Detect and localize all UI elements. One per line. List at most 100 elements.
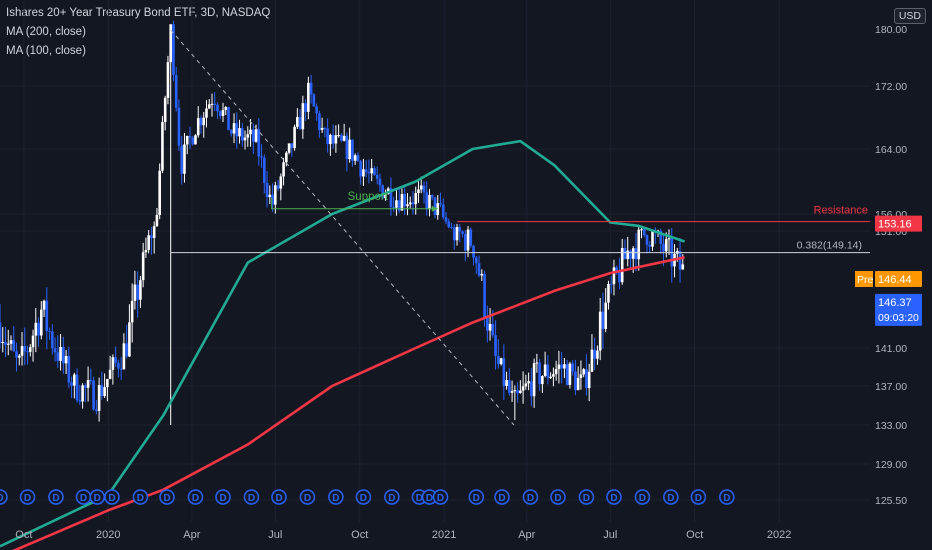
candle-body-12[interactable] <box>31 335 35 348</box>
candle-body-232[interactable] <box>637 229 641 260</box>
candle-body-24[interactable] <box>64 355 68 364</box>
candle-body-56[interactable] <box>152 226 156 239</box>
candle-body-171[interactable] <box>469 229 473 246</box>
candle-body-20[interactable] <box>53 348 57 353</box>
candle-body-215[interactable] <box>590 349 594 372</box>
candle-body-42[interactable] <box>114 357 117 363</box>
candle-body-199[interactable] <box>546 364 550 378</box>
candle-body-233[interactable] <box>640 229 643 231</box>
candle-body-112[interactable] <box>307 82 310 112</box>
candle-body-161[interactable] <box>441 204 445 218</box>
candle-body-146[interactable] <box>400 194 404 211</box>
candle-body-216[interactable] <box>593 349 596 359</box>
candle-body-168[interactable] <box>461 231 464 234</box>
candle-body-0[interactable] <box>0 322 2 343</box>
candle-body-69[interactable] <box>188 135 192 138</box>
dividend-marker-12[interactable] <box>299 489 316 505</box>
candle-body-43[interactable] <box>117 362 120 369</box>
candle-body-189[interactable] <box>519 390 522 394</box>
candle-body-217[interactable] <box>596 350 599 359</box>
candle-body-10[interactable] <box>26 351 29 353</box>
candle-body-91[interactable] <box>249 129 252 135</box>
dividend-marker-2[interactable] <box>48 489 64 505</box>
candle-body-65[interactable] <box>177 107 181 146</box>
candle-body-242[interactable] <box>664 239 668 252</box>
candle-body-7[interactable] <box>17 355 21 358</box>
candle-body-234[interactable] <box>642 229 646 236</box>
candle-body-125[interactable] <box>342 135 346 141</box>
candle-body-13[interactable] <box>34 322 38 336</box>
candle-body-144[interactable] <box>395 200 398 208</box>
candle-body-94[interactable] <box>257 129 261 157</box>
dividend-marker-6[interactable] <box>132 489 149 505</box>
candle-body-190[interactable] <box>521 386 525 391</box>
candle-body-52[interactable] <box>141 252 145 281</box>
candle-body-153[interactable] <box>419 185 423 190</box>
candle-body-179[interactable] <box>491 323 495 336</box>
candle-body-139[interactable] <box>381 185 384 199</box>
candle-body-98[interactable] <box>268 194 272 198</box>
candle-body-184[interactable] <box>505 380 508 386</box>
candle-body-150[interactable] <box>411 202 415 205</box>
candle-body-210[interactable] <box>576 377 580 391</box>
candle-body-208[interactable] <box>571 363 574 372</box>
candle-body-121[interactable] <box>331 134 335 144</box>
candle-body-104[interactable] <box>285 152 288 163</box>
candle-body-192[interactable] <box>527 381 530 384</box>
candle-body-223[interactable] <box>612 267 616 285</box>
candle-body-113[interactable] <box>309 82 313 95</box>
candle-body-178[interactable] <box>488 323 492 331</box>
candle-body-14[interactable] <box>37 322 40 336</box>
candle-body-74[interactable] <box>202 117 206 126</box>
candle-body-17[interactable] <box>45 300 49 332</box>
dividend-marker-24[interactable] <box>606 489 622 505</box>
candle-body-86[interactable] <box>235 123 239 137</box>
candle-body-101[interactable] <box>276 185 280 189</box>
candle-body-127[interactable] <box>348 139 351 160</box>
candle-body-72[interactable] <box>196 118 200 136</box>
candle-body-183[interactable] <box>502 358 506 386</box>
dividend-marker-9[interactable] <box>215 489 231 505</box>
ma-200-line[interactable] <box>0 256 685 550</box>
candle-body-82[interactable] <box>224 107 228 110</box>
dividend-marker-10[interactable] <box>243 489 260 505</box>
candle-body-164[interactable] <box>450 227 453 229</box>
candle-body-33[interactable] <box>89 379 93 381</box>
candle-body-169[interactable] <box>463 233 467 251</box>
candle-body-156[interactable] <box>428 194 431 210</box>
candle-body-26[interactable] <box>70 382 73 386</box>
candle-body-38[interactable] <box>103 387 106 397</box>
candle-body-200[interactable] <box>549 376 552 378</box>
candle-body-8[interactable] <box>20 346 24 356</box>
candle-body-136[interactable] <box>373 168 376 175</box>
candle-body-185[interactable] <box>508 380 511 393</box>
candle-body-157[interactable] <box>430 194 434 198</box>
candle-body-130[interactable] <box>356 155 360 162</box>
candle-body-30[interactable] <box>81 385 84 402</box>
ma-100-line[interactable] <box>0 139 686 548</box>
dividend-marker-21[interactable] <box>522 489 539 505</box>
candle-body-160[interactable] <box>439 203 442 205</box>
candle-body-163[interactable] <box>447 221 451 228</box>
candle-body-118[interactable] <box>323 127 327 129</box>
candle-body-84[interactable] <box>229 130 233 134</box>
candle-body-110[interactable] <box>301 103 305 130</box>
candle-body-47[interactable] <box>128 322 131 357</box>
candle-body-198[interactable] <box>543 364 547 377</box>
candle-body-100[interactable] <box>274 185 277 205</box>
candle-body-170[interactable] <box>466 229 470 251</box>
candle-body-248[interactable] <box>681 264 685 270</box>
candle-body-66[interactable] <box>180 145 184 174</box>
candle-body-158[interactable] <box>433 197 437 216</box>
candle-body-11[interactable] <box>28 347 32 352</box>
candle-body-147[interactable] <box>403 194 407 207</box>
candle-body-247[interactable] <box>678 250 682 270</box>
candle-body-53[interactable] <box>144 250 148 253</box>
candle-body-176[interactable] <box>483 273 486 318</box>
dividend-marker-5[interactable] <box>104 489 120 505</box>
candle-body-105[interactable] <box>287 143 291 153</box>
candle-body-51[interactable] <box>139 280 142 300</box>
candle-body-83[interactable] <box>227 107 230 131</box>
candle-body-151[interactable] <box>414 193 418 205</box>
candle-body-93[interactable] <box>254 129 258 142</box>
